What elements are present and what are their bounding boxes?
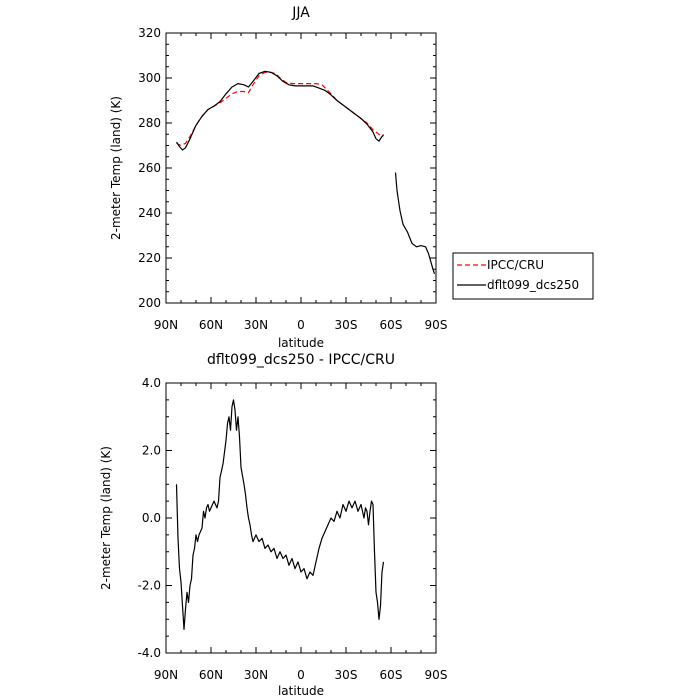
legend: IPCC/CRU dflt099_dcs250 [452, 252, 594, 300]
x-tick-label: 60S [380, 668, 403, 682]
y-tick-label: 260 [138, 161, 161, 175]
x-tick-label: 60S [380, 318, 403, 332]
x-axis-label: latitude [278, 336, 324, 350]
series-line-dflt099-dcs250-seg1 [394, 172, 436, 274]
chart-title: dflt099_dcs250 - IPCC/CRU [207, 352, 395, 368]
x-tick-label: 30N [244, 318, 268, 332]
chart-temperature: JJA 200 220 240 260 280 300 320 90N 60N 30N 0 30S 6… [109, 5, 594, 350]
x-tick-label: 90N [154, 318, 178, 332]
chart-difference: dflt099_dcs250 - IPCC/CRU -4.0 -2.0 0.0 2.0… [99, 352, 447, 698]
series-line-dflt099-dcs250-seg0 [176, 70, 384, 151]
y-axis-label: 2-meter Temp (land) (K) [109, 96, 123, 240]
x-tick-label: 60N [199, 668, 223, 682]
y-tick-label: -2.0 [138, 579, 161, 593]
tick-marks [165, 382, 437, 654]
x-tick-label: 60N [199, 318, 223, 332]
legend-label-dflt099: dflt099_dcs250 [487, 278, 579, 292]
y-tick-label: 4.0 [142, 376, 161, 390]
y-tick-label: 200 [138, 296, 161, 310]
x-tick-label: 90S [425, 668, 448, 682]
x-tick-label: 30S [335, 318, 358, 332]
plot-frame [165, 32, 437, 304]
y-tick-label: 2.0 [142, 444, 161, 458]
series-line-dflt099-dcs250-seg0 [175, 399, 385, 631]
y-tick-label: 300 [138, 71, 161, 85]
tick-marks [165, 32, 437, 304]
y-tick-labels: -4.0 -2.0 0.0 2.0 4.0 [138, 376, 161, 660]
series-line-ipcc-cru-seg0 [176, 71, 384, 147]
x-tick-label: 0 [297, 668, 305, 682]
y-tick-label: 0.0 [142, 511, 161, 525]
x-tick-labels: 90N 60N 30N 0 30S 60S 90S [154, 318, 448, 332]
plot-lines [176, 70, 436, 274]
y-tick-label: 240 [138, 206, 161, 220]
y-axis-label: 2-meter Temp (land) (K) [99, 446, 113, 590]
plot-lines [175, 399, 385, 631]
y-tick-label: 280 [138, 116, 161, 130]
legend-label-ipcc-cru: IPCC/CRU [487, 258, 544, 272]
y-tick-label: 320 [138, 26, 161, 40]
y-tick-label: -4.0 [138, 646, 161, 660]
x-tick-label: 30S [335, 668, 358, 682]
x-tick-label: 90N [154, 668, 178, 682]
x-tick-labels: 90N 60N 30N 0 30S 60S 90S [154, 668, 448, 682]
legend-box [452, 252, 594, 300]
y-tick-label: 220 [138, 251, 161, 265]
x-tick-label: 0 [297, 318, 305, 332]
chart-title: JJA [291, 5, 310, 21]
x-axis-label: latitude [278, 684, 324, 698]
x-tick-label: 30N [244, 668, 268, 682]
x-tick-label: 90S [425, 318, 448, 332]
y-tick-labels: 200 220 240 260 280 300 320 [138, 26, 161, 310]
plot-frame [165, 382, 437, 654]
